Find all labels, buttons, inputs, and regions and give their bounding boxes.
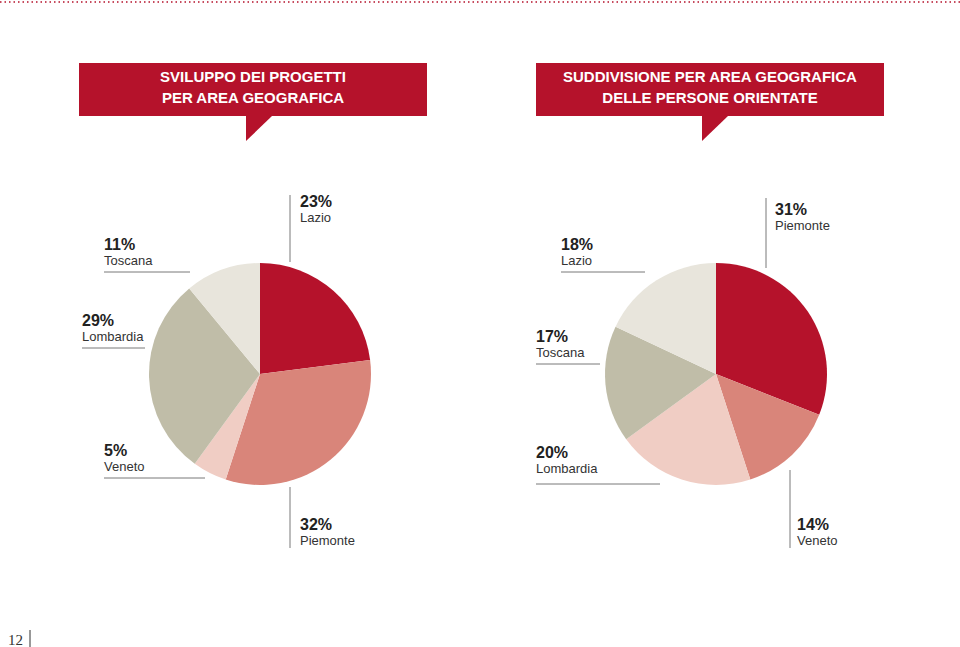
title-box [79,63,427,116]
slices [605,263,827,485]
pie-chart: SVILUPPO DEI PROGETTI PER AREA GEOGRAFICA… [79,63,427,548]
slice [260,263,370,374]
slices [149,263,371,485]
category-label: Lombardia [536,461,598,476]
leader-line [561,272,645,273]
leader-line [290,487,291,548]
leader-line [536,364,600,365]
category-label: Lazio [300,210,331,225]
title-line: PER AREA GEOGRAFICA [162,89,344,106]
data-label: 14% [797,516,829,533]
page: SVILUPPO DEI PROGETTI PER AREA GEOGRAFICA… [0,0,960,647]
category-label: Toscana [536,345,585,360]
leader-line [290,195,291,262]
slice [616,263,716,374]
data-label: 20% [536,444,568,461]
category-label: Veneto [797,533,838,548]
data-label: 11% [104,236,135,253]
title-line: DELLE PERSONE ORIENTATE [602,89,817,106]
leader-line [104,272,190,273]
title-tail [702,116,728,141]
category-label: Piemonte [775,218,830,233]
page-rule [30,630,31,647]
page-number: 12 [8,632,23,647]
leader-line [790,470,791,548]
title-box [536,63,884,116]
slice [189,263,260,374]
leader-line [536,484,660,485]
data-label: 23% [300,193,332,210]
data-label: 18% [561,236,593,253]
data-label: 5% [104,442,127,459]
data-label: 17% [536,328,568,345]
category-label: Lazio [561,253,592,268]
top-rule [0,1,960,3]
title-tail [246,116,272,141]
title-line: SUDDIVISIONE PER AREA GEOGRAFICA [563,68,857,85]
title-line: SVILUPPO DEI PROGETTI [160,68,346,85]
category-label: Piemonte [300,533,355,548]
leader-line [104,478,205,479]
pie-chart: SUDDIVISIONE PER AREA GEOGRAFICA DELLE PE… [536,63,884,548]
leader-line [82,348,145,349]
chart-title: SUDDIVISIONE PER AREA GEOGRAFICA DELLE PE… [563,68,857,106]
category-label: Toscana [104,253,153,268]
category-label: Veneto [104,459,145,474]
leader-line [766,198,767,268]
data-label: 31% [775,201,807,218]
category-label: Lombardia [82,329,144,344]
data-label: 29% [82,312,114,329]
chart-title: SVILUPPO DEI PROGETTI PER AREA GEOGRAFICA [160,68,346,106]
data-label: 32% [300,516,332,533]
